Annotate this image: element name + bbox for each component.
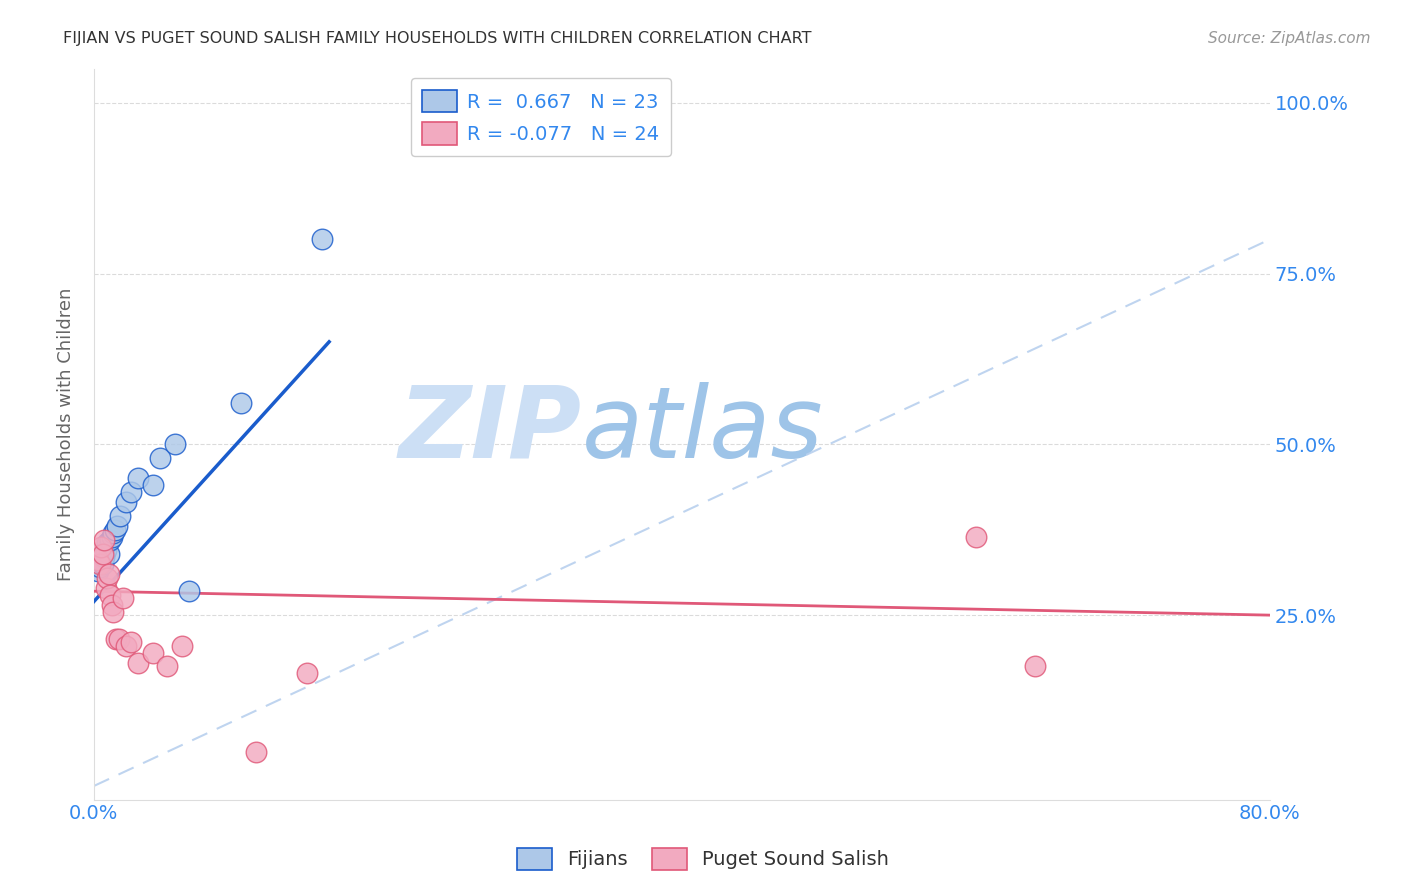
Point [100,530,122,544]
Legend: R =  0.667   N = 23, R = -0.077   N = 24: R = 0.667 N = 23, R = -0.077 N = 24 [411,78,671,156]
Point [156,659,179,673]
Text: ZIP: ZIP [399,382,582,479]
Point [112,591,135,605]
Point [295,666,318,681]
Text: FIJIAN VS PUGET SOUND SALISH FAMILY HOUSEHOLDS WITH CHILDREN CORRELATION CHART: FIJIAN VS PUGET SOUND SALISH FAMILY HOUS… [63,31,811,46]
Point [93,533,115,547]
Point [91,557,114,571]
Point [120,635,142,649]
Point [97,567,120,582]
Point [115,495,138,509]
Point [149,450,172,465]
Point [163,437,186,451]
Point [98,588,121,602]
Point [96,536,118,550]
Point [172,639,194,653]
Point [94,581,117,595]
Point [87,553,110,567]
Point [179,584,201,599]
Text: atlas: atlas [582,382,824,479]
Point [229,396,252,410]
Point [311,232,333,246]
Point [89,557,111,571]
Point [91,547,114,561]
Point [93,550,115,565]
Point [97,547,120,561]
Point [142,478,165,492]
Text: Source: ZipAtlas.com: Source: ZipAtlas.com [1208,31,1371,46]
Point [107,519,129,533]
Point [90,540,112,554]
Point [115,639,138,653]
Point [100,598,122,612]
Point [108,632,131,646]
Point [142,646,165,660]
Point [110,509,132,524]
Point [245,745,267,759]
Y-axis label: Family Households with Children: Family Households with Children [58,287,75,581]
Point [90,553,112,567]
Point [98,533,121,547]
Point [127,656,149,670]
Point [1024,659,1046,673]
Point [89,560,111,574]
Point [87,564,110,578]
Legend: Fijians, Puget Sound Salish: Fijians, Puget Sound Salish [509,839,897,878]
Point [104,632,127,646]
Point [103,523,125,537]
Point [127,471,149,485]
Point [101,605,124,619]
Point [101,526,124,541]
Point [96,570,118,584]
Point [94,543,117,558]
Point [120,485,142,500]
Point [965,530,987,544]
